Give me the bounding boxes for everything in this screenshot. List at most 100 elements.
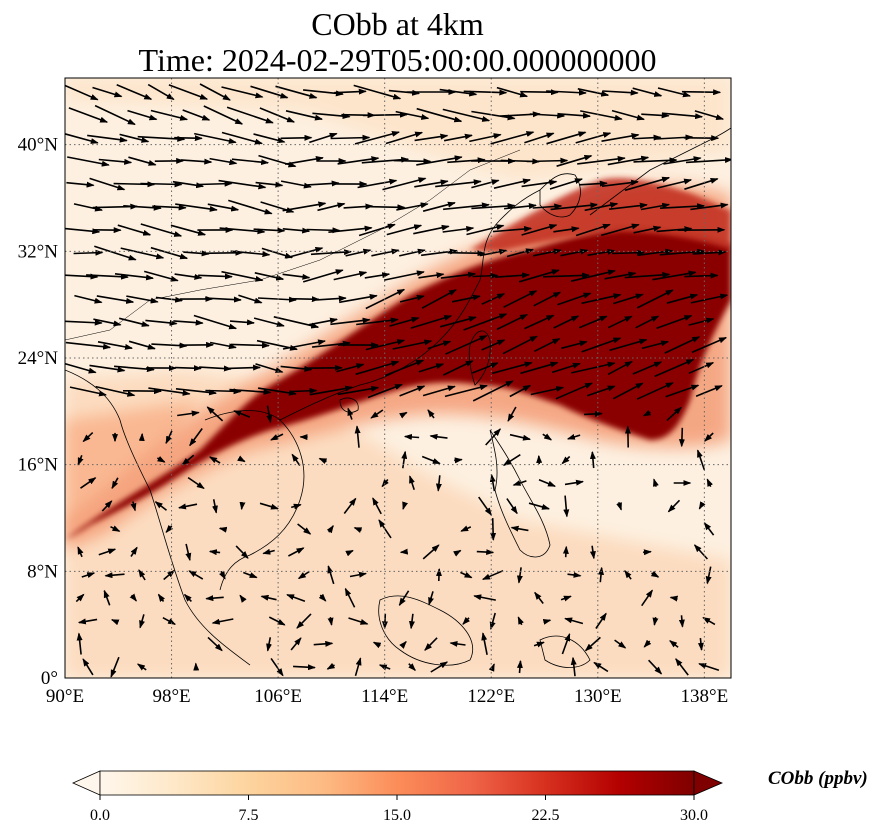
wind-vector — [130, 546, 138, 557]
wind-vector — [172, 180, 205, 189]
wind-vector — [175, 203, 218, 212]
wind-vector — [119, 133, 150, 143]
wind-vector — [384, 359, 425, 377]
wind-vector — [421, 455, 441, 465]
wind-vector — [555, 382, 594, 400]
wind-vector — [611, 249, 645, 256]
wind-vector — [642, 409, 652, 417]
wind-vector — [395, 110, 430, 120]
wind-vector — [77, 618, 98, 625]
wind-vector — [174, 135, 203, 142]
wind-vector — [422, 385, 456, 397]
wind-vector — [110, 656, 120, 678]
wind-vector — [420, 248, 458, 257]
wind-vector — [155, 296, 184, 303]
wind-vector — [579, 180, 608, 187]
wind-vector — [297, 523, 312, 535]
wind-vector — [270, 433, 284, 441]
wind-vector — [652, 270, 697, 281]
wind-vector — [510, 525, 529, 532]
wind-vector — [89, 364, 126, 373]
wind-vector — [239, 594, 247, 603]
wind-vector — [502, 454, 521, 466]
wind-vector — [205, 595, 224, 602]
wind-vector — [566, 433, 581, 440]
wind-vector — [449, 640, 466, 647]
wind-vector — [312, 340, 351, 348]
wind-vector — [120, 247, 165, 260]
wind-vector — [520, 361, 559, 375]
wind-vector — [253, 317, 285, 328]
wind-vector — [150, 246, 189, 260]
wind-vector — [481, 339, 506, 351]
wind-vector — [571, 361, 616, 374]
wind-vector — [326, 524, 334, 534]
wind-vector — [94, 104, 136, 126]
wind-vector — [152, 204, 187, 211]
wind-vector — [561, 340, 588, 350]
wind-vector — [212, 499, 218, 514]
wind-vector — [399, 640, 407, 649]
wind-vector — [557, 112, 591, 119]
wind-vector — [516, 567, 523, 584]
map-frame — [64, 77, 732, 679]
wind-vector — [518, 269, 560, 283]
wind-vector — [262, 548, 275, 555]
wind-vector — [148, 387, 191, 396]
wind-vector — [284, 156, 324, 165]
wind-vector — [524, 132, 555, 144]
wind-vector — [75, 593, 85, 603]
wind-vector — [570, 269, 616, 282]
wind-vector — [494, 272, 530, 279]
wind-vector — [600, 223, 640, 237]
wind-vector — [562, 545, 569, 558]
wind-vector — [462, 617, 470, 625]
lat-tick-label: 40°N — [18, 135, 59, 156]
wind-vector — [229, 388, 272, 395]
wind-vector — [422, 201, 456, 212]
wind-vector — [157, 455, 166, 463]
wind-vector — [471, 179, 500, 189]
wind-vector — [77, 546, 84, 558]
wind-vector — [317, 202, 346, 212]
wind-vector — [327, 565, 335, 585]
wind-vector — [601, 133, 640, 142]
wind-vector — [266, 405, 273, 424]
wind-vector — [581, 337, 622, 353]
wind-vector — [356, 317, 399, 326]
wind-vector — [183, 593, 192, 602]
wind-vector — [414, 133, 449, 142]
wind-vector — [189, 428, 203, 447]
coastline-philippines — [489, 429, 551, 558]
gridlines — [65, 78, 731, 678]
wind-vector — [383, 270, 425, 281]
wind-vector — [447, 157, 486, 164]
wind-vector — [228, 199, 273, 215]
wind-vector — [489, 612, 496, 630]
wind-vector — [516, 660, 523, 674]
wind-vector — [466, 224, 505, 236]
wind-vector — [348, 617, 369, 625]
wind-vector — [372, 641, 382, 649]
wind-vector — [94, 245, 137, 261]
wind-vector — [209, 157, 238, 166]
wind-vector — [170, 224, 207, 236]
wind-vector — [684, 178, 719, 190]
lat-tick-label: 32°N — [18, 241, 59, 262]
wind-vector — [675, 658, 689, 676]
wind-vector — [643, 639, 652, 648]
wind-vector — [637, 248, 674, 257]
wind-vector — [526, 157, 569, 164]
wind-vector — [337, 385, 380, 396]
wind-vector — [97, 341, 133, 350]
wind-vector — [203, 249, 244, 256]
wind-vector — [219, 570, 226, 580]
wind-vector — [312, 112, 351, 120]
wind-vector — [669, 640, 679, 648]
wind-vector — [586, 385, 616, 397]
wind-vector — [73, 203, 103, 212]
wind-vector — [633, 225, 662, 234]
wind-vector — [229, 319, 255, 326]
wind-vector — [261, 247, 294, 259]
